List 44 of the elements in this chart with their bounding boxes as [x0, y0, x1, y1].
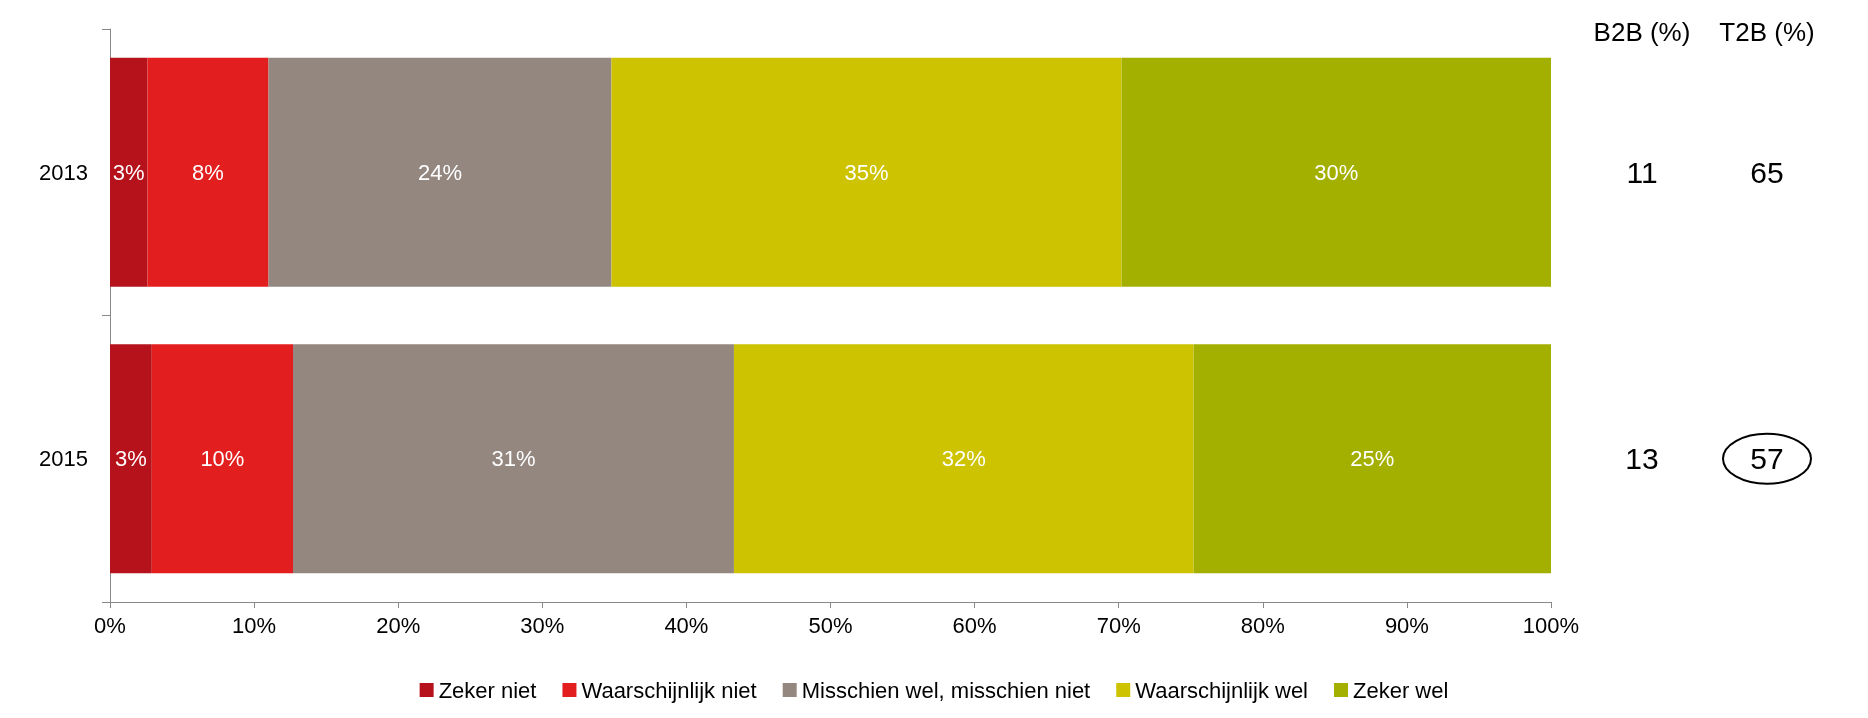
data-label: 31% — [491, 446, 536, 472]
x-tick-label: 0% — [94, 612, 126, 638]
bar — [151, 344, 294, 574]
x-tick-label: 90% — [1384, 612, 1429, 638]
bar — [293, 344, 734, 574]
x-tick-label: 100% — [1522, 612, 1580, 638]
bar — [1193, 344, 1551, 574]
bar — [147, 57, 269, 287]
x-tick-label: 10% — [232, 612, 277, 638]
y-tick-label: 2013 — [39, 159, 88, 185]
text: 57 — [1750, 442, 1784, 476]
legend-label: Zeker wel — [1353, 677, 1449, 703]
legend-label: Waarschijnlijk wel — [1135, 677, 1309, 703]
data-label: 30% — [1314, 159, 1359, 185]
y-tick-label: 2015 — [39, 446, 88, 472]
x-tick-label: 80% — [1240, 612, 1285, 638]
bar — [110, 344, 152, 574]
data-label: 3% — [115, 446, 147, 472]
bar — [110, 57, 148, 287]
legend-label: Zeker niet — [438, 677, 537, 703]
x-tick-label: 30% — [520, 612, 565, 638]
text: 13 — [1625, 442, 1659, 476]
text: B2B (%) — [1593, 17, 1691, 47]
text: 65 — [1750, 155, 1784, 189]
data-label: 24% — [417, 159, 463, 185]
data-label: 8% — [192, 159, 224, 185]
legend-label: Misschien wel, misschien niet — [801, 677, 1091, 703]
legend-label: Waarschijnlijk niet — [581, 677, 757, 703]
data-label: 3% — [112, 159, 145, 185]
data-label: 10% — [200, 446, 245, 472]
x-tick-label: 40% — [664, 612, 709, 638]
x-tick-label: 70% — [1096, 612, 1141, 638]
data-label: 32% — [941, 446, 986, 472]
bar — [611, 57, 1122, 287]
data-label: 25% — [1350, 446, 1395, 472]
text: T2B (%) — [1719, 17, 1815, 47]
bar — [1121, 57, 1551, 287]
x-tick-label: 50% — [808, 612, 853, 638]
x-tick-label: 20% — [376, 612, 421, 638]
text: 11 — [1626, 155, 1658, 189]
bar — [733, 344, 1194, 574]
x-tick-label: 60% — [952, 612, 997, 638]
data-label: 35% — [844, 159, 889, 185]
bar — [268, 57, 612, 287]
